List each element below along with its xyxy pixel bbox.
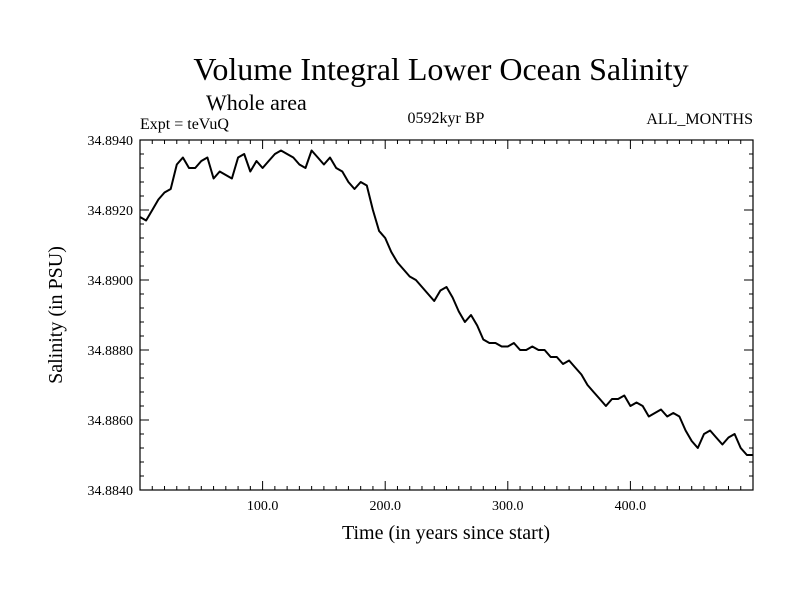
y-tick-label: 34.8920 bbox=[88, 204, 134, 219]
chart-title: Volume Integral Lower Ocean Salinity bbox=[193, 51, 688, 87]
y-tick-label: 34.8940 bbox=[88, 134, 134, 149]
y-tick-label: 34.8880 bbox=[88, 344, 134, 359]
series-group bbox=[139, 149, 753, 456]
y-tick-label: 34.8900 bbox=[88, 274, 134, 289]
y-axis-label: Salinity (in PSU) bbox=[45, 246, 67, 384]
x-tick-label: 300.0 bbox=[492, 499, 524, 514]
y-tick-label: 34.8840 bbox=[88, 484, 134, 499]
y-tick-label: 34.8860 bbox=[88, 414, 134, 429]
salinity-series-line bbox=[139, 149, 753, 456]
x-axis: 100.0 200.0 300.0 400.0 bbox=[151, 140, 742, 514]
chart-subtitle: Whole area bbox=[206, 90, 307, 115]
months-label: ALL_MONTHS bbox=[646, 111, 753, 128]
y-axis: 34.8840 34.8860 34.8880 34.8900 34.8920 34.89… bbox=[88, 134, 753, 499]
plot-frame bbox=[139, 139, 754, 491]
x-axis-label: Time (in years since start) bbox=[342, 522, 550, 544]
x-tick-label: 400.0 bbox=[615, 499, 647, 514]
x-tick-label: 100.0 bbox=[247, 499, 279, 514]
period-label: 0592kyr BP bbox=[408, 110, 485, 127]
x-tick-label: 200.0 bbox=[369, 499, 401, 514]
experiment-label: Expt = teVuQ bbox=[140, 116, 229, 133]
